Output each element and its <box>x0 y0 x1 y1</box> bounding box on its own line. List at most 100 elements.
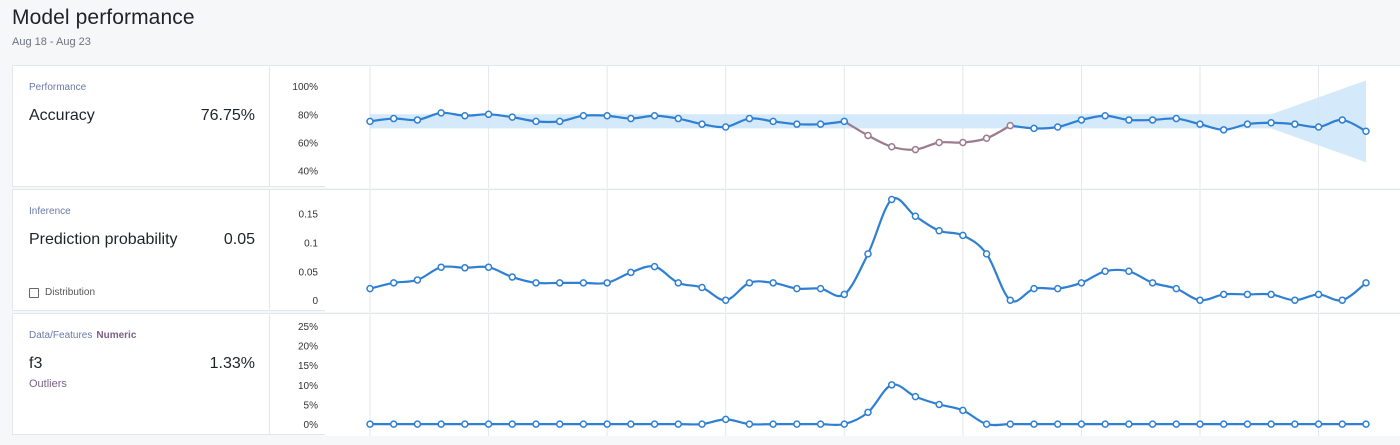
data-point <box>484 263 493 271</box>
data-point <box>461 111 469 120</box>
data-point <box>1196 420 1204 428</box>
series-line <box>1010 114 1367 133</box>
data-point <box>389 114 398 123</box>
data-point <box>1243 420 1252 428</box>
data-point <box>1219 126 1228 134</box>
data-point <box>816 120 825 128</box>
y-tick-label: 0% <box>304 420 319 431</box>
data-features-summary[interactable]: Data/Features Numeric f3 1.33% Outliers <box>13 314 270 434</box>
data-point <box>935 226 943 235</box>
data-point <box>1338 296 1347 304</box>
data-point <box>1053 123 1062 131</box>
data-point <box>1362 420 1370 428</box>
data-point <box>816 284 825 293</box>
data-point <box>1172 420 1181 428</box>
data-point <box>1148 116 1157 124</box>
data-point <box>508 113 517 121</box>
data-point <box>1267 119 1275 127</box>
data-point <box>698 283 706 292</box>
data-point <box>959 406 967 415</box>
data-point <box>1291 120 1299 128</box>
data-point <box>840 290 849 299</box>
data-point <box>579 420 588 428</box>
data-point <box>959 231 967 240</box>
data-point <box>840 420 849 428</box>
y-tick-label: 40% <box>298 167 318 178</box>
data-point <box>721 123 730 131</box>
data-point <box>1053 420 1062 428</box>
checkbox-icon[interactable] <box>29 287 39 298</box>
confidence-band <box>370 80 1366 163</box>
data-point <box>982 134 991 143</box>
performance-summary[interactable]: Performance Accuracy 76.75% <box>13 66 270 186</box>
data-point <box>508 273 517 281</box>
data-point <box>366 420 374 428</box>
data-point <box>508 420 517 428</box>
metric-value: 1.33% <box>209 355 255 372</box>
data-point <box>793 284 801 293</box>
data-point <box>887 142 896 151</box>
data-point <box>532 117 540 126</box>
grid-lines <box>369 190 1320 312</box>
y-tick-label: 10% <box>298 381 318 392</box>
data-point <box>437 109 445 117</box>
data-point <box>1077 279 1086 287</box>
data-point <box>674 114 683 123</box>
y-tick-label: 15% <box>298 361 318 372</box>
data-point <box>1314 123 1323 131</box>
y-tick-label: 0.05 <box>299 267 319 278</box>
data-points <box>366 381 1370 428</box>
data-point <box>769 420 777 428</box>
accuracy-chart[interactable]: 100% 80% 60% 40% <box>270 66 1400 188</box>
data-point <box>579 279 588 287</box>
data-point <box>721 415 730 424</box>
data-point <box>413 116 422 124</box>
data-point <box>769 117 777 126</box>
data-point <box>1053 284 1062 293</box>
data-point <box>1362 279 1370 287</box>
y-tick-label: 0.15 <box>299 209 319 220</box>
data-point <box>555 117 564 126</box>
data-point <box>1267 290 1275 299</box>
data-point <box>982 420 991 428</box>
plot-area <box>325 314 1400 436</box>
data-point <box>1125 420 1133 428</box>
data-point <box>1125 267 1133 276</box>
data-point <box>627 268 635 277</box>
y-tick-label: 100% <box>292 82 318 93</box>
category-label: Inference <box>29 206 71 217</box>
data-point <box>650 262 659 271</box>
data-point <box>911 145 920 154</box>
data-point <box>650 420 659 428</box>
metric-name: f3 <box>29 355 43 372</box>
data-point <box>579 111 588 120</box>
page-title: Model performance <box>12 6 195 29</box>
data-point <box>389 420 398 428</box>
outliers-chart[interactable]: 25% 20% 15% 10% 5% 0% <box>270 314 1400 436</box>
data-point <box>1291 296 1299 304</box>
data-point <box>1219 290 1228 299</box>
data-point <box>1077 420 1086 428</box>
data-point <box>1338 420 1347 428</box>
distribution-toggle[interactable]: Distribution <box>29 287 95 298</box>
data-point <box>911 392 920 401</box>
data-point <box>1362 127 1370 135</box>
data-point <box>745 420 754 428</box>
data-point <box>1219 420 1228 428</box>
data-point <box>1101 420 1109 428</box>
data-point <box>627 420 635 428</box>
page-header: Model performance Aug 18 - Aug 23 <box>12 6 195 48</box>
data-point <box>1196 296 1204 304</box>
data-point <box>366 117 374 126</box>
data-point <box>959 138 967 147</box>
data-point <box>1172 284 1181 293</box>
y-tick-label: 0.1 <box>304 238 318 249</box>
metric-name: Accuracy <box>29 107 95 124</box>
data-point <box>555 279 564 287</box>
data-features-panel: Data/Features Numeric f3 1.33% Outliers 2… <box>12 313 1400 436</box>
y-tick-label: 60% <box>298 139 318 150</box>
metric-value: 0.05 <box>223 231 255 248</box>
inference-summary[interactable]: Inference Prediction probability 0.05 Di… <box>13 190 270 310</box>
prediction-probability-chart[interactable]: 0.15 0.1 0.05 0 <box>270 190 1400 312</box>
data-point <box>1291 420 1299 428</box>
